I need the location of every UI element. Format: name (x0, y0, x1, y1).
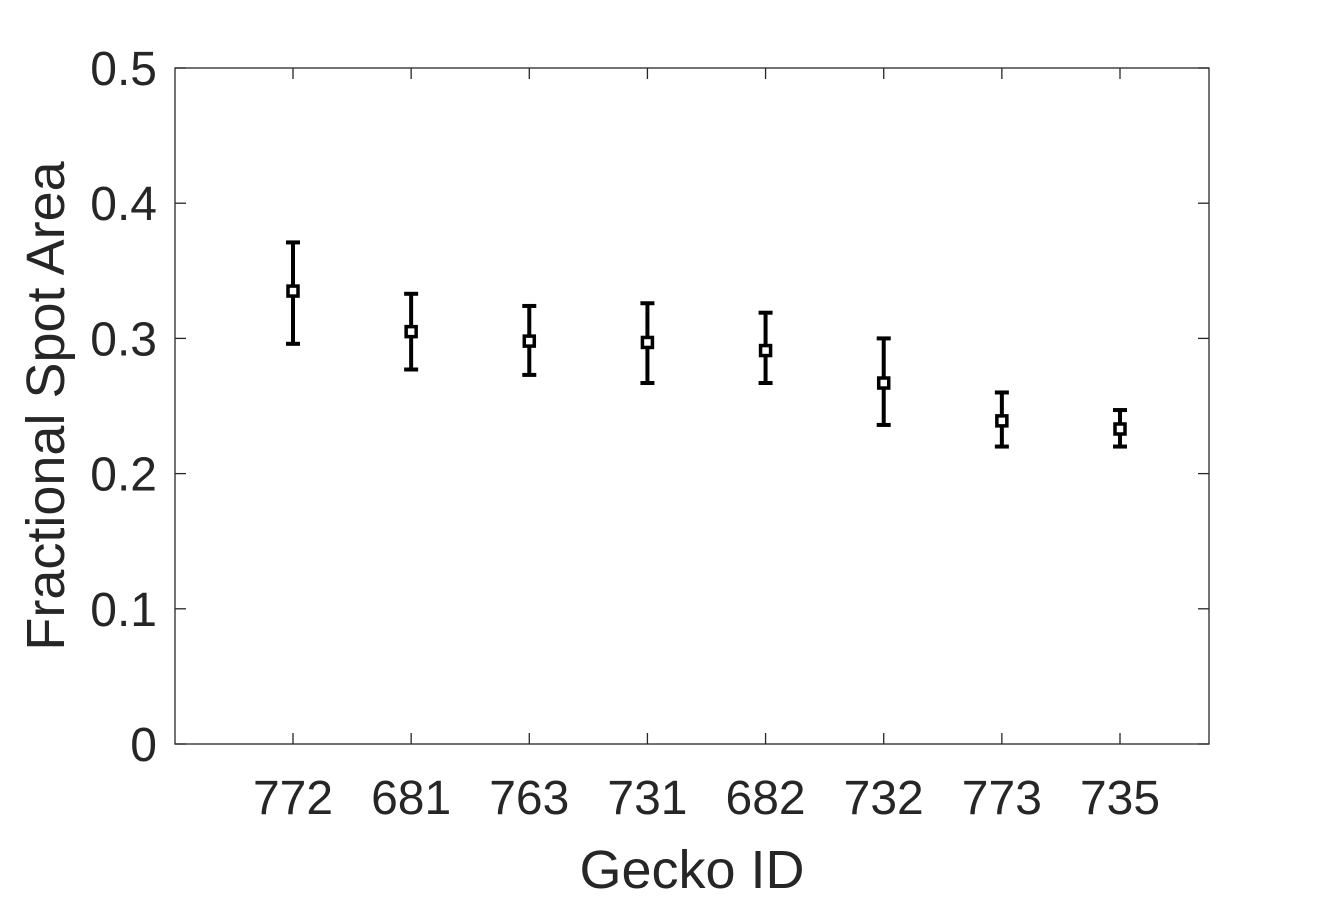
plot-area (174, 67, 1210, 745)
point-731 (640, 335, 655, 350)
point-681 (404, 324, 418, 339)
point-772 (286, 284, 300, 298)
x-tick-label: 772 (253, 772, 333, 825)
y-tick-label: 0 (130, 719, 157, 772)
y-tick-label: 0.4 (90, 178, 157, 231)
x-tick-label: 735 (1080, 772, 1160, 825)
error-bars (286, 240, 1127, 449)
x-axis: 772 681 763 731 682 732 773 735 (253, 68, 1160, 825)
y-tick-label: 0.5 (90, 43, 157, 96)
x-tick-label: 773 (962, 772, 1042, 825)
y-axis-label: Fractional Spot Area (16, 160, 76, 650)
point-735 (1113, 422, 1127, 436)
x-tick-label: 763 (489, 772, 569, 825)
y-tick-label: 0.3 (90, 313, 157, 366)
x-axis-label: Gecko ID (579, 840, 804, 900)
data-points (286, 284, 1127, 436)
y-tick-label: 0.1 (90, 584, 157, 637)
x-tick-label: 682 (726, 772, 806, 825)
x-tick-label: 681 (371, 772, 451, 825)
point-763 (522, 334, 537, 348)
point-732 (876, 376, 891, 390)
y-axis: 0 0.1 0.2 0.3 0.4 0.5 (90, 43, 1209, 772)
x-tick-label: 731 (607, 772, 687, 825)
point-773 (995, 414, 1009, 428)
y-tick-label: 0.2 (90, 449, 157, 502)
x-tick-label: 732 (844, 772, 924, 825)
point-682 (758, 343, 773, 358)
